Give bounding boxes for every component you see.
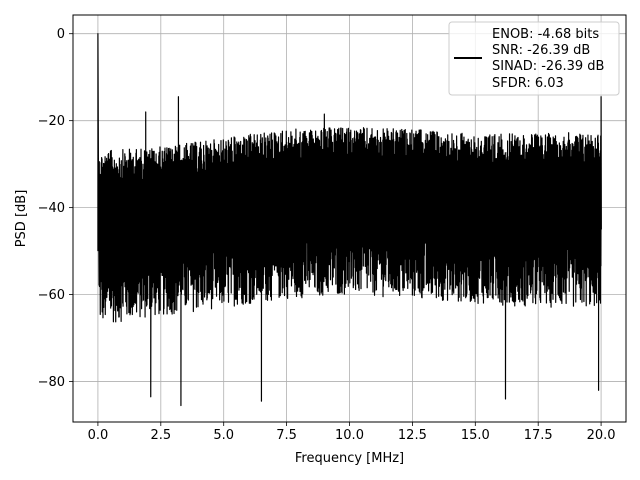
x-axis-ticks: 0.0 2.5 5.0 7.5 10.0 12.5 15.0 17.5 20.0 (88, 422, 616, 443)
y-tick-label: −20 (38, 114, 65, 129)
psd-series-line (97, 33, 602, 407)
y-axis-ticks: 0 −20 −40 −60 −80 (38, 27, 73, 390)
x-tick-label: 5.0 (213, 428, 234, 443)
legend: ENOB: -4.68 bits SNR: -26.39 dB SINAD: -… (448, 21, 620, 96)
x-axis-label: Frequency [MHz] (295, 451, 404, 466)
legend-entry-snr: SNR: -26.39 dB (492, 43, 590, 58)
x-tick-label: 20.0 (587, 428, 616, 443)
y-tick-label: −80 (38, 375, 65, 390)
x-tick-label: 15.0 (461, 428, 490, 443)
legend-entry-sfdr: SFDR: 6.03 (492, 76, 564, 91)
x-tick-label: 10.0 (335, 428, 364, 443)
x-tick-label: 17.5 (524, 428, 553, 443)
y-tick-label: 0 (57, 27, 65, 42)
x-tick-label: 7.5 (276, 428, 297, 443)
x-tick-label: 12.5 (398, 428, 427, 443)
y-tick-label: −40 (38, 201, 65, 216)
x-tick-label: 0.0 (88, 428, 109, 443)
x-tick-label: 2.5 (150, 428, 171, 443)
legend-box (448, 21, 620, 96)
y-tick-label: −60 (38, 288, 65, 303)
psd-trace (97, 33, 602, 407)
legend-entry-sinad: SINAD: -26.39 dB (492, 59, 604, 74)
legend-entry-enob: ENOB: -4.68 bits (492, 27, 599, 42)
y-axis-label: PSD [dB] (14, 190, 29, 248)
